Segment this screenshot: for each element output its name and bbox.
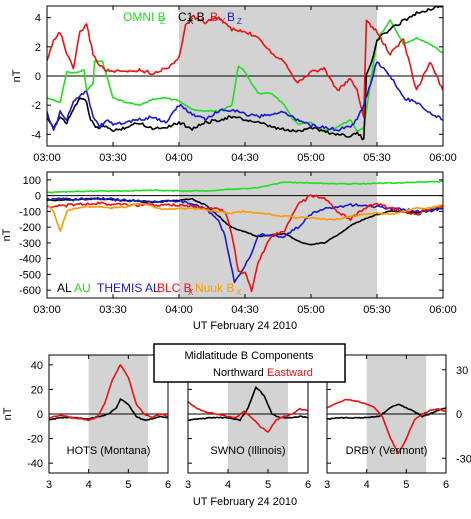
bottom-right-ytick-label: 30 [456,365,468,377]
top-xtick-label: 03:30 [99,152,127,164]
top-ytick-label: 0 [35,71,41,83]
middle-legend-subscript: X [188,288,194,297]
bottom-xtick-label: 5 [403,479,409,491]
middle-ytick-label: -400 [19,254,41,266]
middle-xlabel: UT February 24 2010 [193,320,297,332]
bottom-series-group [188,386,308,433]
bottom-series-northward [188,386,308,422]
bottom-left-ytick-label: 20 [31,384,43,396]
top-ytick-label: -2 [31,100,41,112]
station-label: HOTS (Montana) [67,445,151,457]
top-series-group [47,6,443,141]
middle-ytick-label: -300 [19,238,41,250]
bottom-xtick-label: 5 [265,479,271,491]
bottom-xtick-label: 3 [46,479,52,491]
middle-series-themis-al [47,196,443,284]
bottom-right-ytick-label: -30 [456,453,471,465]
top-series-c-b1 [47,6,443,141]
bottom-left-ytick-label: 0 [37,409,43,421]
middle-series-nuuk-b [47,202,443,232]
bottom-series-group [49,364,168,422]
bottom-xtick-label: 3 [324,479,330,491]
bottom-left-ytick-label: -20 [27,434,43,446]
middle-legend-subscript: X [236,288,242,297]
bottom-series-eastward [188,401,308,433]
top-ylabel: nT [11,69,23,82]
top-series-b3 [47,61,443,132]
middle-xtick-label: 06:00 [429,304,457,316]
bottom-xtick-label: 5 [125,479,131,491]
bottom-xtick-label: 4 [86,479,92,491]
bottom-xtick-label: 4 [364,479,370,491]
middle-series-blc-b [47,194,443,293]
middle-ytick-label: -200 [19,222,41,234]
middle-series-au [47,180,443,194]
top-legend-entry: B [210,10,218,24]
middle-ytick-label: -600 [19,285,41,297]
bottom-right-ytick-label: 0 [456,409,462,421]
bottom-series-group [327,398,446,455]
middle-series-al [47,197,443,246]
bottom-xtick-label: 6 [305,479,311,491]
top-legend-subscript: Z [160,17,165,26]
middle-ytick-label: -500 [19,269,41,281]
top-xtick-label: 03:00 [33,152,61,164]
middle-legend-entry: Nuuk B [195,281,234,295]
bottom-left-ytick-label: -40 [27,458,43,470]
top-ytick-label: 2 [35,42,41,54]
bottom-legend-entry: Eastward [267,367,313,379]
bottom-left-ytick-label: 40 [31,360,43,372]
bottom-series-eastward [49,364,168,422]
bottom-xtick-label: 3 [185,479,191,491]
middle-xtick-label: 05:00 [297,304,325,316]
middle-ytick-label: 100 [23,175,41,187]
bottom-legend-title: Midlatitude B Components [184,350,314,362]
top-xtick-label: 05:30 [363,152,391,164]
middle-xtick-label: 03:30 [99,304,127,316]
top-ytick-label: -4 [31,129,41,141]
top-xtick-label: 06:00 [429,152,457,164]
top-xtick-label: 04:30 [231,152,259,164]
top-legend-subscript: Z [237,17,242,26]
bottom-xtick-label: 6 [443,479,449,491]
top-legend-entry: OMNI B [123,10,166,24]
middle-legend-entry: BLC B [157,281,192,295]
middle-xtick-label: 04:30 [231,304,259,316]
top-legend-subscript: Y [220,17,226,26]
top-legend-entry: C1 B [178,10,205,24]
middle-legend-entry: AL [57,281,72,295]
middle-ytick-label: 0 [35,191,41,203]
middle-series-group [47,180,443,293]
bottom-legend-entry: Northward [213,367,264,379]
top-legend-entry: B [227,10,235,24]
top-series-b2 [47,14,443,119]
middle-ylabel: nT [1,228,13,241]
middle-xtick-label: 04:00 [165,304,193,316]
top-ytick-label: 4 [35,13,41,25]
bottom-series-eastward [327,398,446,455]
bottom-xlabel: UT February 24 2010 [193,496,297,508]
middle-legend-entry: AU [74,281,91,295]
station-label: DRBY (Vermont) [346,445,428,457]
station-label: SWNO (Illinois) [210,445,285,457]
top-xtick-label: 04:00 [165,152,193,164]
middle-xtick-label: 05:30 [363,304,391,316]
middle-legend-entry: THEMIS AL [97,281,160,295]
top-legend-subscript: X [188,17,194,26]
bottom-xtick-label: 6 [165,479,171,491]
bottom-ylabel: nT [2,407,14,420]
middle-xtick-label: 03:00 [33,304,61,316]
bottom-legend-box [153,343,346,383]
bottom-xtick-label: 4 [225,479,231,491]
top-xtick-label: 05:00 [297,152,325,164]
middle-ytick-label: -100 [19,206,41,218]
bottom-series-northward [327,403,446,420]
